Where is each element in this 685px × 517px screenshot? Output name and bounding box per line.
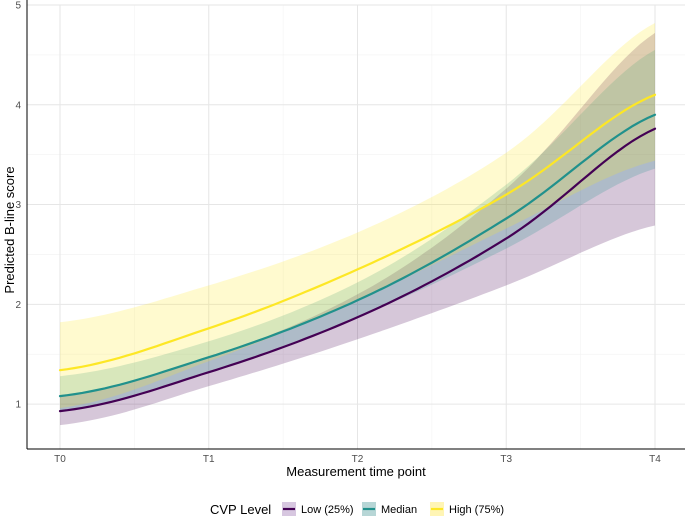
legend-title: CVP Level bbox=[210, 502, 271, 517]
legend: CVP Level Low (25%) Median High (75%) bbox=[210, 502, 504, 517]
x-tick-label: T2 bbox=[352, 454, 364, 465]
legend-label: Low (25%) bbox=[301, 504, 354, 516]
prediction-line bbox=[58, 93, 657, 372]
y-axis-title: Predicted B-line score bbox=[2, 166, 17, 293]
legend-label: High (75%) bbox=[449, 504, 504, 516]
y-tick-label: 2 bbox=[15, 300, 21, 311]
confidence-band bbox=[60, 23, 655, 409]
x-axis-title: Measurement time point bbox=[286, 464, 426, 479]
x-tick-label: T4 bbox=[649, 454, 661, 465]
x-tick-label: T1 bbox=[203, 454, 215, 465]
x-tick-label: T3 bbox=[500, 454, 512, 465]
y-tick-label: 3 bbox=[15, 200, 21, 211]
y-tick-label: 4 bbox=[15, 100, 21, 111]
y-tick-label: 5 bbox=[15, 1, 21, 12]
confidence-band bbox=[60, 49, 655, 412]
x-tick-label: T0 bbox=[54, 454, 66, 465]
prediction-lines bbox=[58, 93, 657, 413]
prediction-line bbox=[58, 113, 657, 398]
grid bbox=[27, 4, 685, 449]
legend-label: Median bbox=[381, 504, 417, 516]
axes: T0 T1 T2 T3 T4 1 2 3 4 5 bbox=[15, 0, 685, 465]
prediction-line bbox=[58, 127, 657, 413]
y-tick-label: 1 bbox=[15, 400, 21, 411]
